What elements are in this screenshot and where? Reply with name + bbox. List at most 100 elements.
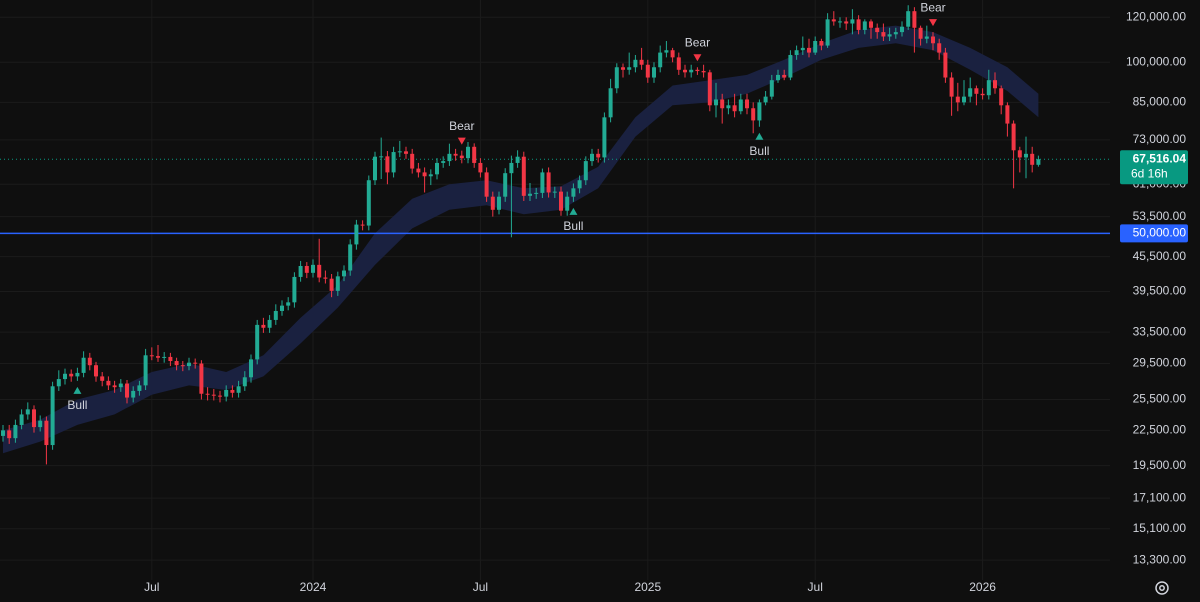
candle-body	[652, 67, 656, 78]
candle-body	[689, 69, 694, 73]
candle-body	[1011, 123, 1016, 151]
candle-body	[503, 173, 508, 197]
candle-body	[441, 161, 446, 163]
candle-body	[416, 168, 421, 173]
candle-body	[546, 172, 551, 193]
candle-body	[757, 102, 762, 121]
candle-body	[106, 380, 111, 386]
x-tick-label: 2026	[969, 580, 996, 594]
candle-body	[534, 192, 539, 194]
candle-body	[478, 162, 483, 173]
candle-body	[844, 21, 849, 24]
x-tick-label: Jul	[808, 580, 823, 594]
candle-body	[131, 390, 136, 398]
candle-body	[19, 414, 24, 425]
candle-body	[298, 265, 303, 277]
candle-body	[38, 420, 43, 428]
bear-marker	[693, 54, 702, 62]
candle-body	[608, 88, 613, 118]
candle-body	[422, 172, 427, 177]
candle-body	[521, 156, 526, 196]
countdown-label: 6d 16h	[1131, 166, 1168, 180]
candle-body	[81, 357, 86, 373]
candle-body	[342, 270, 346, 277]
candle-body	[137, 385, 142, 391]
candle-body	[695, 69, 700, 72]
candle-body	[627, 67, 632, 70]
candle-body	[385, 156, 390, 173]
candle-body	[236, 386, 241, 393]
candle-body	[25, 409, 30, 415]
hline-label-box	[1120, 224, 1188, 243]
candle-body	[918, 27, 923, 39]
settings-icon[interactable]	[1155, 581, 1169, 595]
candle-body	[720, 99, 725, 109]
candle-body	[924, 36, 929, 39]
candle-body	[323, 277, 328, 279]
candle-body	[670, 50, 675, 58]
candle-body	[1030, 153, 1035, 165]
candle-body	[435, 162, 439, 175]
candle-body	[497, 196, 501, 210]
candle-body	[242, 377, 247, 387]
candle-body	[1036, 159, 1041, 165]
candle-body	[788, 54, 793, 78]
candle-body	[912, 11, 917, 28]
y-tick-label: 85,000.00	[1133, 95, 1187, 109]
candle-body	[44, 420, 49, 446]
candle-body	[7, 430, 12, 439]
gear-outer[interactable]	[1155, 581, 1169, 595]
candle-body	[968, 88, 973, 97]
bull-label: Bull	[563, 219, 583, 233]
candle-body	[645, 64, 650, 78]
hline-label: 50,000.00	[1133, 225, 1187, 239]
candle-body	[87, 357, 92, 366]
candle-body	[819, 40, 824, 46]
candle-body	[63, 373, 67, 380]
bull-marker	[569, 207, 578, 215]
candle-body	[466, 146, 470, 159]
candle-body	[249, 359, 253, 378]
candle-body	[763, 96, 768, 103]
y-tick-label: 17,100.00	[1133, 490, 1187, 504]
candle-body	[701, 71, 706, 73]
candle-body	[397, 151, 402, 153]
candle-body	[776, 74, 780, 81]
bull-label: Bull	[67, 398, 87, 412]
candle-body	[602, 117, 607, 158]
candle-body	[726, 105, 731, 109]
bull-label: Bull	[749, 144, 769, 158]
candle-body	[633, 59, 638, 68]
bull-marker	[755, 132, 764, 140]
candle-body	[447, 153, 452, 162]
candle-body	[69, 373, 74, 377]
candle-body	[261, 324, 266, 328]
candle-body	[732, 105, 737, 112]
candle-body	[230, 389, 235, 393]
candle-body	[745, 99, 749, 109]
candle-body	[559, 191, 563, 211]
candle-body	[311, 264, 315, 273]
candle-body	[838, 21, 842, 23]
candle-body	[658, 52, 663, 68]
candle-body	[156, 356, 160, 358]
candle-body	[329, 278, 334, 291]
y-tick-label: 33,500.00	[1133, 324, 1187, 338]
candle-body	[856, 19, 861, 30]
candle-body	[404, 151, 408, 154]
candle-body	[738, 99, 743, 112]
candle-body	[794, 50, 799, 55]
bear-label: Bear	[449, 119, 474, 133]
indicator-band	[3, 25, 1039, 454]
y-tick-label: 45,500.00	[1133, 249, 1187, 263]
candle-body	[273, 310, 278, 320]
candle-body	[949, 77, 954, 97]
gear-inner[interactable]	[1159, 585, 1165, 591]
candle-body	[211, 394, 216, 396]
candle-body	[94, 365, 98, 377]
candle-body	[831, 19, 836, 22]
candle-body	[906, 11, 911, 27]
candle-body	[676, 57, 681, 70]
last-price-box	[1120, 150, 1188, 185]
candle-body	[986, 80, 991, 96]
